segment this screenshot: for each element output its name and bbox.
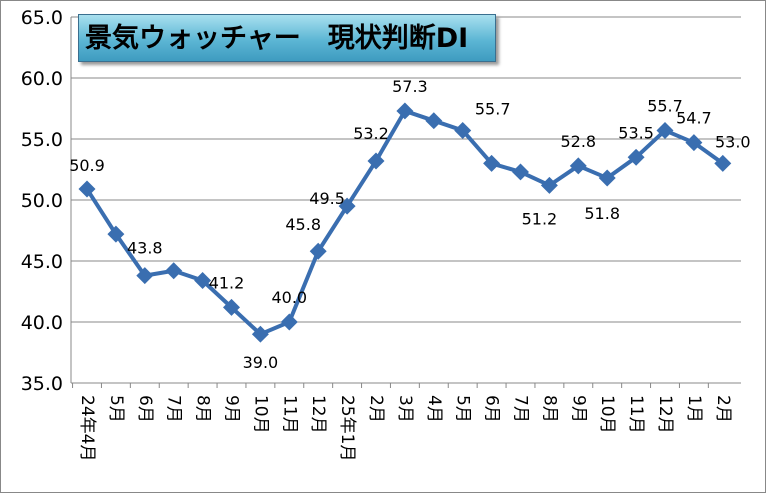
x-tick-label: 7月 <box>511 395 531 423</box>
x-tick-label: 9月 <box>568 395 588 423</box>
data-label: 55.7 <box>475 99 511 118</box>
y-tick-label: 45.0 <box>21 251 63 273</box>
x-tick-label: 4月 <box>424 395 444 423</box>
y-tick-label: 40.0 <box>21 312 63 334</box>
x-tick-label: 10月 <box>250 395 270 434</box>
data-label: 40.0 <box>271 288 307 307</box>
data-label: 41.2 <box>209 273 245 292</box>
data-point <box>338 197 356 215</box>
x-tick-label: 9月 <box>222 395 242 423</box>
x-tick-label: 6月 <box>482 395 502 423</box>
y-tick-label: 60.0 <box>21 68 63 90</box>
data-point <box>136 267 154 285</box>
data-label: 54.7 <box>676 109 712 128</box>
data-point <box>540 176 558 194</box>
data-point <box>78 180 96 198</box>
data-point <box>627 148 645 166</box>
x-tick-label: 24年4月 <box>77 395 97 461</box>
data-point <box>483 154 501 172</box>
x-tick-label: 2月 <box>366 395 386 423</box>
data-label: 51.2 <box>522 209 558 228</box>
x-tick-label: 12月 <box>655 395 675 434</box>
x-tick-label: 25年1月 <box>337 395 357 461</box>
data-point <box>367 152 385 170</box>
x-tick-label: 5月 <box>106 395 126 423</box>
data-point <box>454 121 472 139</box>
y-tick-label: 55.0 <box>21 129 63 151</box>
data-label: 50.9 <box>69 156 105 175</box>
data-point <box>396 102 414 120</box>
x-tick-label: 8月 <box>193 395 213 423</box>
data-point <box>107 225 125 243</box>
data-point <box>512 163 529 181</box>
y-tick-label: 65.0 <box>21 7 63 29</box>
x-tick-label: 10月 <box>597 395 617 434</box>
x-tick-label: 6月 <box>135 395 155 423</box>
series-line <box>85 108 724 337</box>
data-point <box>685 134 703 152</box>
data-label: 39.0 <box>243 353 279 372</box>
x-tick-label: 5月 <box>453 395 473 423</box>
data-point <box>569 157 587 175</box>
x-tick-label: 2月 <box>713 395 733 423</box>
data-label: 53.5 <box>618 123 654 142</box>
x-tick-label: 7月 <box>164 395 184 423</box>
x-tick-label: 12月 <box>308 395 328 434</box>
data-label: 51.8 <box>584 204 620 223</box>
data-label: 55.7 <box>647 96 683 115</box>
x-tick-label: 1月 <box>684 395 704 423</box>
x-tick-label: 3月 <box>395 395 415 423</box>
data-point <box>280 313 298 331</box>
data-point <box>165 262 183 280</box>
data-point <box>251 325 269 343</box>
x-tick-label: 11月 <box>626 395 646 434</box>
data-point <box>714 154 732 172</box>
data-label: 49.5 <box>309 189 345 208</box>
data-point <box>223 298 240 316</box>
y-tick-label: 35.0 <box>21 373 63 395</box>
chart-title: 景気ウォッチャー 現状判断DI <box>78 14 496 62</box>
x-tick-label: 8月 <box>539 395 559 423</box>
data-point <box>194 272 212 290</box>
data-label: 57.3 <box>392 77 428 96</box>
data-point <box>309 242 327 260</box>
data-point <box>598 169 616 187</box>
data-label: 43.8 <box>127 239 163 258</box>
data-label: 45.8 <box>285 215 321 234</box>
data-label: 53.0 <box>715 132 751 151</box>
data-point <box>425 112 443 130</box>
x-tick-label: 11月 <box>279 395 299 434</box>
data-label: 53.2 <box>353 124 389 143</box>
y-tick-label: 50.0 <box>21 190 63 212</box>
data-label: 52.8 <box>560 132 596 151</box>
